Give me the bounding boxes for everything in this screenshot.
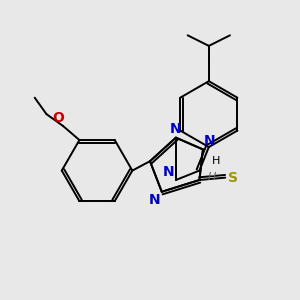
Text: N: N — [204, 134, 216, 148]
Text: N: N — [170, 122, 182, 136]
Text: H: H — [212, 157, 221, 166]
Text: S: S — [228, 171, 238, 184]
Text: N: N — [149, 193, 160, 207]
Text: N: N — [163, 165, 175, 179]
Text: O: O — [52, 111, 64, 125]
Text: H: H — [208, 172, 216, 182]
